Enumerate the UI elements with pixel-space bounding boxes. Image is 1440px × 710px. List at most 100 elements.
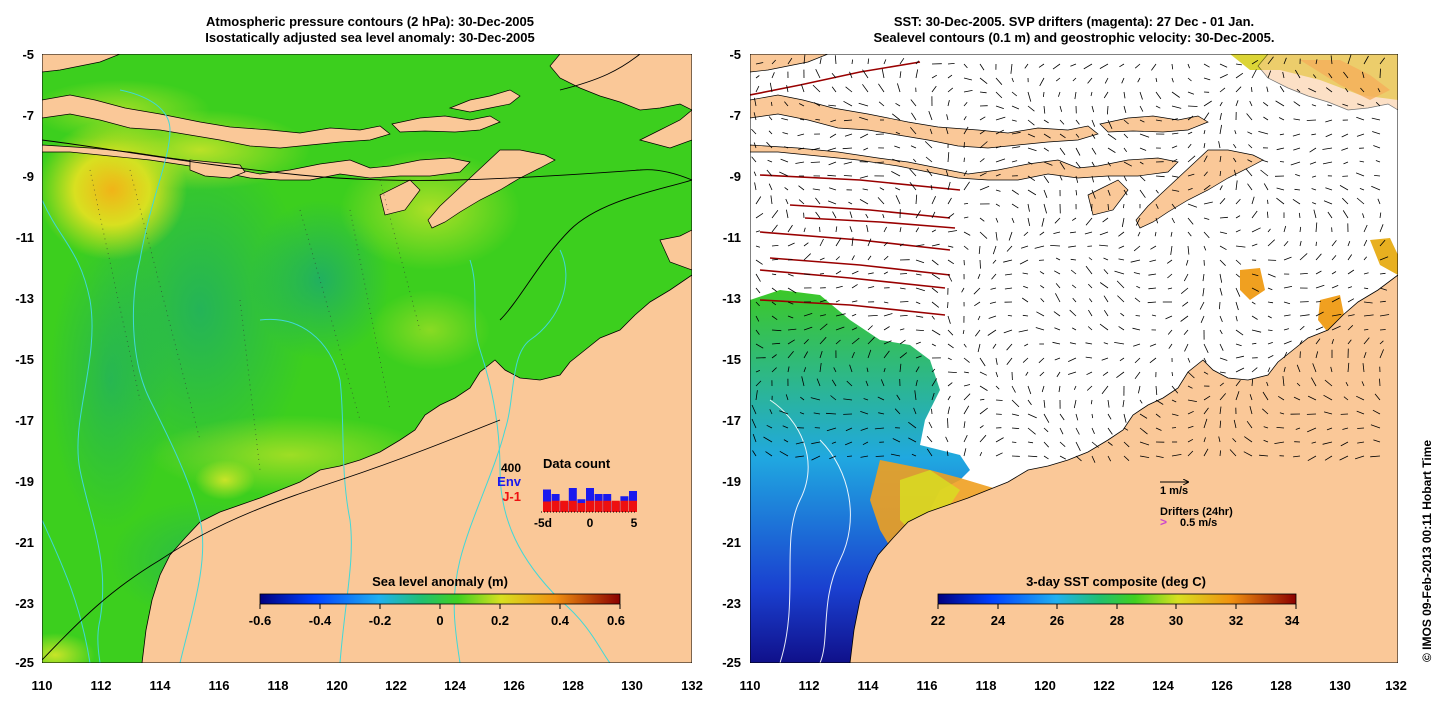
velocity-arrow	[1039, 371, 1045, 377]
velocity-arrow	[1052, 63, 1061, 70]
velocity-arrow	[1018, 329, 1029, 333]
velocity-arrow	[1235, 86, 1242, 93]
velocity-arrow	[1309, 161, 1317, 165]
velocity-arrow	[1043, 427, 1049, 433]
velocity-arrow	[1171, 203, 1177, 210]
velocity-arrow	[1202, 287, 1205, 297]
velocity-arrow	[979, 77, 988, 85]
velocity-arrow	[947, 406, 950, 415]
velocity-arrow	[1283, 57, 1287, 65]
velocity-arrow	[1203, 155, 1208, 163]
velocity-arrow	[911, 453, 917, 457]
velocity-arrow	[1043, 399, 1046, 408]
velocity-arrow	[1148, 273, 1157, 276]
velocity-arrow	[1235, 287, 1241, 297]
velocity-arrow	[1183, 273, 1189, 282]
velocity-arrow	[1187, 155, 1196, 163]
y-tick-label: -7	[729, 108, 741, 123]
velocity-arrow	[1298, 212, 1301, 219]
velocity-arrow	[1088, 257, 1093, 261]
velocity-arrow	[1267, 367, 1271, 373]
velocity-arrow	[995, 371, 999, 378]
velocity-arrow	[1024, 343, 1029, 347]
velocity-arrow	[1279, 161, 1285, 163]
velocity-arrow	[803, 253, 811, 261]
velocity-arrow	[1171, 158, 1178, 163]
velocity-arrow	[844, 133, 853, 137]
velocity-arrow	[1325, 119, 1333, 123]
velocity-arrow	[1203, 112, 1210, 121]
velocity-arrow	[1263, 116, 1269, 121]
velocity-arrow	[1171, 77, 1174, 83]
velocity-arrow	[1203, 231, 1210, 239]
velocity-arrow	[1315, 284, 1325, 289]
velocity-arrow	[931, 378, 938, 387]
velocity-arrow	[1022, 272, 1029, 275]
velocity-arrow	[1027, 175, 1036, 182]
velocity-arrow	[1011, 105, 1020, 110]
velocity-arrow	[819, 336, 827, 345]
velocity-arrow	[766, 141, 773, 149]
velocity-arrow	[1117, 295, 1125, 303]
velocity-arrow	[963, 245, 969, 250]
velocity-arrow	[1203, 184, 1211, 191]
velocity-arrow	[915, 355, 922, 359]
velocity-arrow	[899, 328, 905, 331]
velocity-arrow	[1312, 74, 1317, 79]
velocity-arrow	[1027, 385, 1032, 395]
velocity-arrow	[915, 341, 921, 345]
velocity-arrow	[878, 101, 885, 107]
velocity-arrow	[926, 168, 933, 177]
velocity-arrow	[752, 450, 757, 457]
velocity-arrow	[963, 77, 972, 81]
velocity-arrow	[1327, 211, 1333, 219]
velocity-arrow	[995, 217, 999, 223]
velocity-arrow	[1251, 329, 1262, 333]
velocity-arrow	[1011, 131, 1021, 135]
velocity-arrow	[963, 435, 968, 443]
velocity-arrow	[751, 418, 757, 429]
velocity-arrow	[995, 385, 1000, 390]
velocity-arrow	[835, 313, 846, 317]
velocity-arrow	[1299, 253, 1308, 261]
velocity-arrow	[1116, 371, 1125, 379]
velocity-arrow	[1251, 301, 1256, 305]
velocity-arrow	[851, 270, 859, 275]
velocity-arrow	[963, 90, 973, 93]
velocity-arrow	[849, 364, 853, 373]
velocity-arrow	[1311, 175, 1317, 178]
velocity-arrow	[1322, 161, 1333, 165]
velocity-arrow	[1134, 357, 1141, 364]
velocity-arrow	[1274, 441, 1285, 444]
velocity-arrow	[915, 301, 921, 305]
velocity-arrow	[1187, 438, 1194, 443]
velocity-arrow	[995, 91, 1003, 99]
velocity-arrow	[845, 86, 853, 93]
velocity-arrow	[979, 451, 983, 457]
velocity-arrow	[947, 418, 949, 429]
velocity-arrow	[1075, 175, 1079, 183]
velocity-arrow	[751, 404, 757, 415]
velocity-arrow	[1370, 455, 1381, 458]
velocity-arrow	[1085, 217, 1093, 226]
velocity-arrow	[1306, 119, 1317, 121]
velocity-arrow	[815, 211, 821, 219]
velocity-arrow	[783, 439, 789, 443]
velocity-arrow	[755, 230, 761, 233]
velocity-arrow	[1244, 436, 1253, 443]
velocity-arrow	[1011, 91, 1018, 97]
velocity-arrow	[995, 203, 1001, 207]
velocity-arrow	[1171, 413, 1179, 416]
timor-land	[427, 149, 556, 229]
velocity-arrow	[1379, 349, 1384, 359]
velocity-arrow	[1247, 131, 1253, 135]
right-y-axis: -5 -7 -9 -11 -13 -15 -17 -19 -21 -23 -25	[722, 47, 741, 670]
velocity-arrow	[878, 412, 885, 415]
x-tick-label: 118	[976, 678, 997, 693]
velocity-arrow	[1235, 380, 1241, 387]
velocity-arrow	[1203, 395, 1211, 401]
velocity-arrow	[1136, 285, 1141, 289]
velocity-arrow	[1219, 287, 1223, 296]
velocity-arrow	[867, 325, 873, 331]
